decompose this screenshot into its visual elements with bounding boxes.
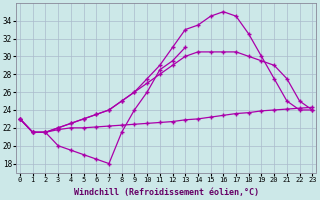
X-axis label: Windchill (Refroidissement éolien,°C): Windchill (Refroidissement éolien,°C): [74, 188, 259, 197]
